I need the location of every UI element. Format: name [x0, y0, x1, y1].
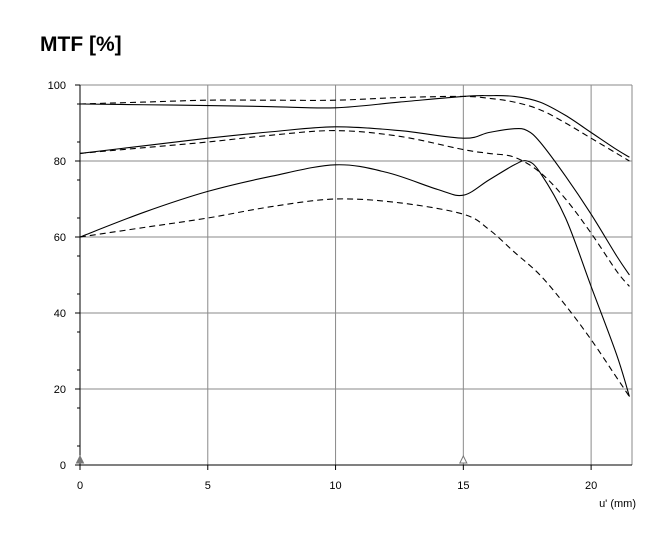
marker-layer [75, 454, 468, 464]
x-tick-label: 5 [205, 480, 211, 492]
chart-title: MTF [%] [40, 33, 122, 56]
x-tick-label: 15 [457, 480, 469, 492]
solid-series-line-5 [79, 160, 630, 397]
x-tick-label: 20 [585, 480, 597, 492]
dashed-series-line-6 [79, 198, 630, 397]
grid-layer [80, 84, 633, 465]
y-tick-label: 60 [54, 232, 66, 244]
dashed-series-line-4 [79, 130, 630, 287]
solid-series-line-1 [79, 95, 630, 158]
triangle-marker-1 [75, 454, 85, 464]
label-layer: u' (mm) 0 5 10 15 20 0 20 40 60 80 100 [48, 80, 636, 510]
dashed-series-line-2 [79, 95, 630, 162]
x-tick-label: 0 [77, 480, 83, 492]
x-axis-title: u' (mm) [599, 498, 636, 510]
y-tick-label: 100 [48, 80, 66, 92]
triangle-marker-2 [459, 454, 468, 464]
y-tick-label: 20 [54, 384, 66, 396]
solid-series-line-3 [79, 126, 630, 276]
axes-layer [75, 84, 632, 470]
y-tick-label: 40 [54, 308, 66, 320]
y-tick-label: 80 [54, 156, 66, 168]
series-layer [79, 95, 630, 397]
x-tick-label: 10 [329, 480, 341, 492]
y-tick-label: 0 [60, 460, 66, 472]
